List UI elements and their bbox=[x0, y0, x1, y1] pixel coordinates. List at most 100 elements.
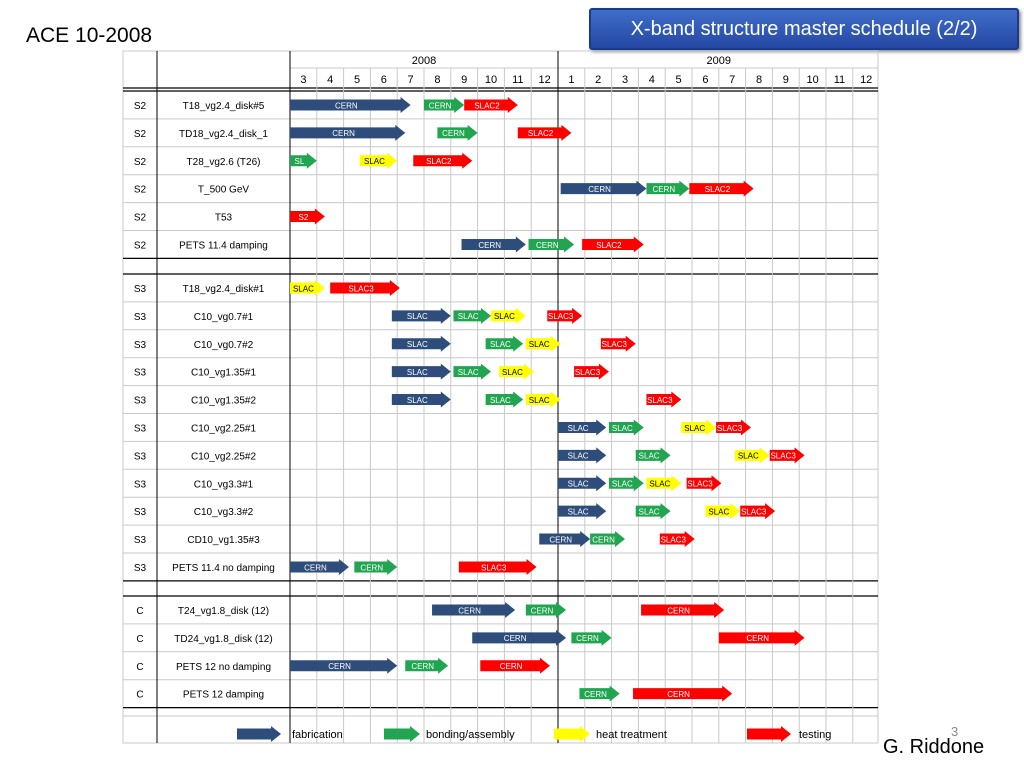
month-label: 3 bbox=[622, 74, 628, 86]
heat-bar bbox=[359, 152, 398, 169]
bonding-bar bbox=[485, 335, 524, 352]
month-label: 9 bbox=[783, 74, 789, 86]
fabrication-bar bbox=[558, 419, 607, 436]
bonding-bar bbox=[290, 152, 317, 169]
testing-bar bbox=[646, 391, 682, 408]
bonding-bar bbox=[437, 124, 478, 141]
row-name: C10_vg1.35#2 bbox=[191, 396, 256, 407]
bar-label: SLAC bbox=[738, 452, 759, 461]
heat-bar bbox=[734, 447, 770, 464]
row-name: C10_vg3.3#2 bbox=[194, 507, 254, 518]
bar-label: SLAC bbox=[568, 507, 589, 516]
bar-label: SLAC bbox=[458, 312, 479, 321]
month-label: 10 bbox=[806, 74, 818, 86]
testing-bar bbox=[659, 531, 695, 548]
testing-bar bbox=[464, 96, 518, 113]
bar-label: CERN bbox=[549, 535, 572, 544]
row-group: S3 bbox=[134, 423, 147, 434]
author-name: G. Riddone bbox=[883, 736, 985, 758]
bar-label: SLAC3 bbox=[481, 563, 507, 572]
bonding-bar bbox=[405, 657, 449, 674]
fabrication-bar bbox=[558, 475, 607, 492]
month-label: 10 bbox=[485, 74, 497, 86]
bar-label: CERN bbox=[746, 634, 769, 643]
bar-label: SLAC bbox=[293, 284, 314, 293]
bar-label: CERN bbox=[584, 690, 607, 699]
row-group: S3 bbox=[134, 451, 147, 462]
row-group: S3 bbox=[134, 340, 147, 351]
bar-label: CERN bbox=[478, 241, 501, 250]
testing-bar bbox=[290, 208, 325, 225]
bar-label: SLAC3 bbox=[348, 284, 374, 293]
bonding-bar bbox=[525, 601, 567, 618]
legend-testing-arrow bbox=[747, 726, 791, 742]
bar-label: SLAC bbox=[612, 480, 633, 489]
month-label: 11 bbox=[834, 74, 845, 86]
fabrication-bar bbox=[391, 391, 451, 408]
row-group: S3 bbox=[134, 563, 147, 574]
row-name: T18_vg2.4_disk#1 bbox=[183, 284, 265, 295]
bar-label: CERN bbox=[592, 535, 615, 544]
bar-label: SLAC bbox=[649, 480, 670, 489]
bar-label: CERN bbox=[360, 563, 383, 572]
month-label: 1 bbox=[568, 74, 574, 86]
bar-label: SLAC3 bbox=[575, 368, 601, 377]
month-label: 6 bbox=[702, 74, 708, 86]
fabrication-bar bbox=[290, 96, 411, 113]
testing-bar bbox=[413, 152, 473, 169]
fabrication-bar bbox=[539, 531, 591, 548]
bar-label: CERN bbox=[304, 563, 327, 572]
row-name: TD18_vg2.4_disk_1 bbox=[179, 129, 268, 140]
bar-label: SLAC bbox=[458, 368, 479, 377]
fabrication-bar bbox=[290, 124, 406, 141]
bar-label: SLAC3 bbox=[602, 340, 628, 349]
row-name: T18_vg2.4_disk#5 bbox=[183, 101, 265, 112]
bar-label: SLAC bbox=[568, 452, 589, 461]
month-label: 8 bbox=[756, 74, 762, 86]
fabrication-bar bbox=[432, 601, 516, 618]
bonding-bar bbox=[579, 685, 620, 702]
row-group: S3 bbox=[134, 396, 147, 407]
row-name: T53 bbox=[215, 213, 233, 224]
bonding-bar bbox=[608, 419, 644, 436]
fabrication-bar bbox=[558, 503, 607, 520]
bar-label: SLAC3 bbox=[647, 396, 673, 405]
row-group: S3 bbox=[134, 479, 147, 490]
month-label: 6 bbox=[381, 74, 387, 86]
fabrication-bar bbox=[391, 307, 451, 324]
bar-label: SLAC bbox=[529, 396, 550, 405]
bar-label: SLAC bbox=[529, 340, 550, 349]
testing-bar bbox=[582, 236, 644, 253]
bar-label: SLAC bbox=[708, 507, 729, 516]
bonding-bar bbox=[635, 503, 671, 520]
bar-label: SLAC3 bbox=[661, 535, 687, 544]
row-group: C bbox=[136, 690, 143, 701]
legend-testing-label: testing bbox=[799, 729, 831, 741]
row-group: S3 bbox=[134, 312, 147, 323]
legend-heat-label: heat treatment bbox=[596, 729, 667, 741]
slide-title-text: X-band structure master schedule (2/2) bbox=[630, 17, 978, 40]
month-label: 12 bbox=[860, 74, 872, 86]
slide-title: X-band structure master schedule (2/2) bbox=[589, 8, 1019, 50]
testing-bar bbox=[740, 503, 776, 520]
legend-bonding-arrow bbox=[384, 726, 420, 742]
bar-label: CERN bbox=[332, 129, 355, 138]
bonding-bar bbox=[635, 447, 671, 464]
month-label: 5 bbox=[676, 74, 682, 86]
bonding-bar bbox=[453, 307, 491, 324]
table-frame bbox=[122, 50, 879, 744]
bar-label: SLAC bbox=[407, 368, 428, 377]
legend-fabrication-arrow bbox=[237, 726, 281, 742]
row-group: C bbox=[136, 606, 143, 617]
fabrication-bar bbox=[558, 447, 607, 464]
bar-label: SLAC bbox=[407, 396, 428, 405]
testing-bar bbox=[716, 419, 751, 436]
month-label: 7 bbox=[729, 74, 735, 86]
bar-label: SLAC3 bbox=[717, 424, 743, 433]
bar-label: CERN bbox=[536, 241, 559, 250]
bar-label: CERN bbox=[442, 129, 465, 138]
row-name: T28_vg2.6 (T26) bbox=[187, 157, 261, 168]
heat-bar bbox=[681, 419, 717, 436]
bar-label: SLAC bbox=[364, 157, 385, 166]
